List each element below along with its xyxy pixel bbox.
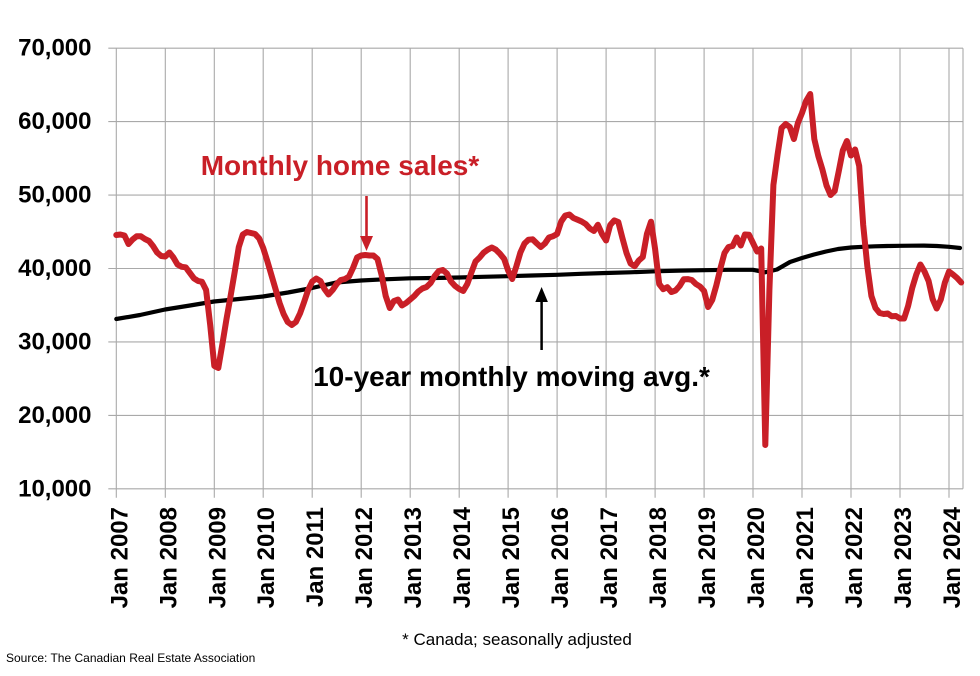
svg-text:Jan 2017: Jan 2017 xyxy=(596,507,623,608)
svg-text:* Canada; seasonally adjusted: * Canada; seasonally adjusted xyxy=(402,630,632,649)
svg-text:10-year monthly moving avg.*: 10-year monthly moving avg.* xyxy=(313,361,710,392)
svg-text:Jan 2016: Jan 2016 xyxy=(547,507,574,608)
svg-text:30,000: 30,000 xyxy=(18,328,91,355)
svg-text:Jan 2021: Jan 2021 xyxy=(792,507,819,608)
svg-text:10,000: 10,000 xyxy=(18,475,91,502)
svg-text:Jan 2022: Jan 2022 xyxy=(841,507,868,608)
svg-text:Jan 2015: Jan 2015 xyxy=(498,507,525,608)
svg-text:Jan 2019: Jan 2019 xyxy=(694,507,721,608)
svg-text:Jan 2009: Jan 2009 xyxy=(204,507,231,608)
svg-text:Jan 2018: Jan 2018 xyxy=(645,507,672,608)
svg-text:70,000: 70,000 xyxy=(18,35,91,62)
svg-text:60,000: 60,000 xyxy=(18,108,91,135)
svg-text:Jan 2014: Jan 2014 xyxy=(449,506,476,608)
svg-text:Jan 2013: Jan 2013 xyxy=(400,507,427,608)
svg-text:50,000: 50,000 xyxy=(18,182,91,209)
svg-text:Jan 2011: Jan 2011 xyxy=(302,507,329,607)
svg-text:20,000: 20,000 xyxy=(18,402,91,429)
svg-text:Monthly home sales*: Monthly home sales* xyxy=(201,150,480,181)
svg-text:Source: The Canadian Real Esta: Source: The Canadian Real Estate Associa… xyxy=(6,651,255,665)
svg-text:Jan 2012: Jan 2012 xyxy=(351,507,378,608)
svg-text:Jan 2020: Jan 2020 xyxy=(743,507,770,608)
svg-text:Jan 2010: Jan 2010 xyxy=(253,507,280,608)
svg-text:40,000: 40,000 xyxy=(18,255,91,282)
svg-text:Jan 2024: Jan 2024 xyxy=(939,506,966,608)
svg-text:Jan 2007: Jan 2007 xyxy=(106,507,133,608)
svg-text:Jan 2023: Jan 2023 xyxy=(890,507,917,608)
svg-text:Jan 2008: Jan 2008 xyxy=(155,507,182,608)
